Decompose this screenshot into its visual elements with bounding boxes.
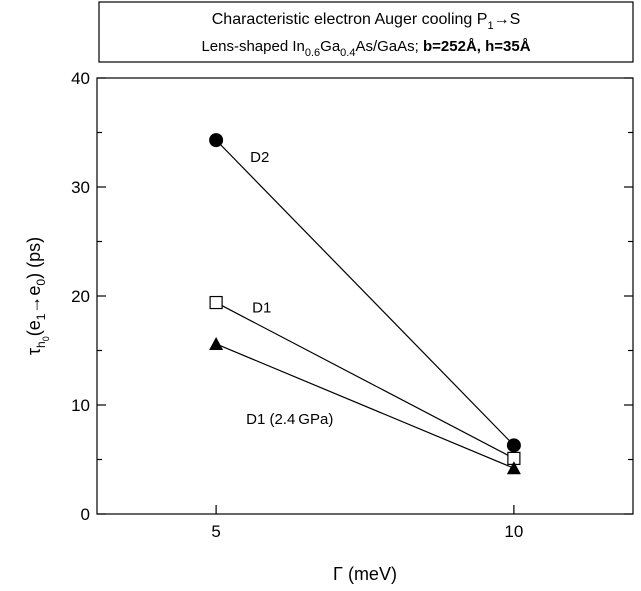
plot-frame <box>96 77 634 515</box>
axis-tick-labels: 0 10 20 30 40 5 10 <box>71 69 523 541</box>
data-point-square <box>209 295 223 310</box>
series-line-2 <box>215 343 515 469</box>
series-line-1 <box>215 302 515 459</box>
y-tick-label: 40 <box>71 69 90 88</box>
y-tick-label: 0 <box>81 505 90 524</box>
series-lines <box>215 139 515 469</box>
series-line-0 <box>215 139 515 446</box>
y-axis-label: τh0(e1→e0) (ps) <box>24 237 51 355</box>
title-box <box>98 1 634 63</box>
data-point-triangle <box>209 336 224 350</box>
x-tick-label: 5 <box>211 522 220 541</box>
y-tick-label: 10 <box>71 396 90 415</box>
data-point-circle <box>506 438 521 453</box>
chart-title-line1: Characteristic electron Auger cooling P1… <box>212 11 521 32</box>
series-label-0: D2 <box>250 149 269 166</box>
x-tick-label: 10 <box>504 522 523 541</box>
data-point-circle <box>209 133 224 148</box>
x-axis-label: Γ (meV) <box>333 564 397 584</box>
svg-text:τh0(e1→e0) (ps): τh0(e1→e0) (ps) <box>24 237 51 355</box>
axis-ticks <box>97 77 633 515</box>
data-point-triangle <box>506 461 521 475</box>
y-tick-label: 30 <box>71 178 90 197</box>
y-tick-label: 20 <box>71 287 90 306</box>
series-label-2: D1 (2.4 GPa) <box>246 411 333 428</box>
series-labels: D2 D1 D1 (2.4 GPa) <box>246 149 333 428</box>
series-markers <box>209 133 521 475</box>
title-subscript-1: 1 <box>487 20 493 32</box>
series-label-1: D1 <box>252 300 271 317</box>
chart-title-line2: Lens-shaped In0.6Ga0.4As/GaAs; b=252Å, h… <box>201 38 530 59</box>
